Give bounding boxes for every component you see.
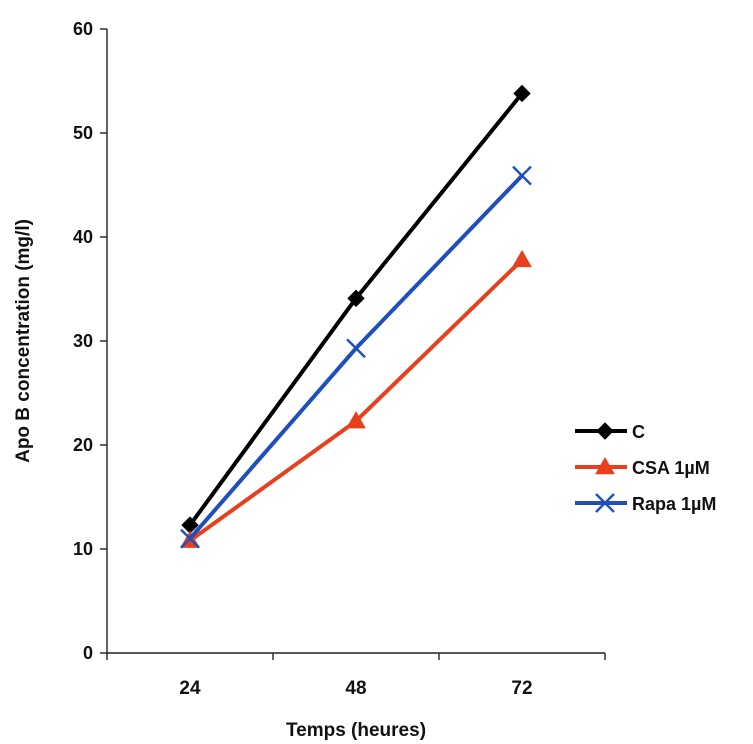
legend-item: Rapa 1µM (575, 493, 716, 514)
data-point (512, 249, 532, 268)
data-point (346, 338, 366, 359)
data-point (513, 84, 531, 103)
data-point (347, 289, 365, 308)
x-ticks: 24 48 72 (106, 653, 606, 699)
series-1 (181, 84, 531, 534)
y-tick-label: 50 (73, 123, 93, 143)
y-axis-label: Apo B concentration (mg/l) (13, 219, 34, 463)
data-point (180, 528, 200, 549)
x-tick-label: 72 (511, 678, 532, 699)
legend-swatch-marker (595, 493, 615, 513)
y-ticks: 0 10 20 30 40 50 60 (73, 19, 107, 663)
y-tick-label: 0 (83, 643, 93, 663)
data-point (346, 411, 366, 429)
series (180, 84, 532, 549)
legend-item: C (575, 422, 645, 442)
y-tick-label: 60 (73, 19, 93, 39)
y-tick-label: 30 (73, 331, 93, 351)
legend: C CSA 1µM Rapa 1µM (575, 422, 716, 514)
y-tick-label: 10 (73, 539, 93, 559)
legend-swatch-marker (596, 422, 614, 440)
x-tick-label: 48 (345, 678, 366, 699)
legend-label: Rapa 1µM (632, 494, 716, 514)
legend-swatch-marker (595, 456, 615, 475)
series-line (188, 174, 524, 540)
axes (106, 29, 605, 654)
x-tick-label: 24 (179, 678, 201, 699)
legend-item: CSA 1µM (575, 456, 710, 478)
series-3 (180, 165, 532, 549)
legend-label: C (632, 422, 645, 442)
y-tick-label: 20 (73, 435, 93, 455)
y-tick-label: 40 (73, 227, 93, 247)
legend-label: CSA 1µM (632, 458, 710, 478)
x-axis-label: Temps (heures) (286, 720, 426, 741)
data-point (512, 165, 532, 186)
